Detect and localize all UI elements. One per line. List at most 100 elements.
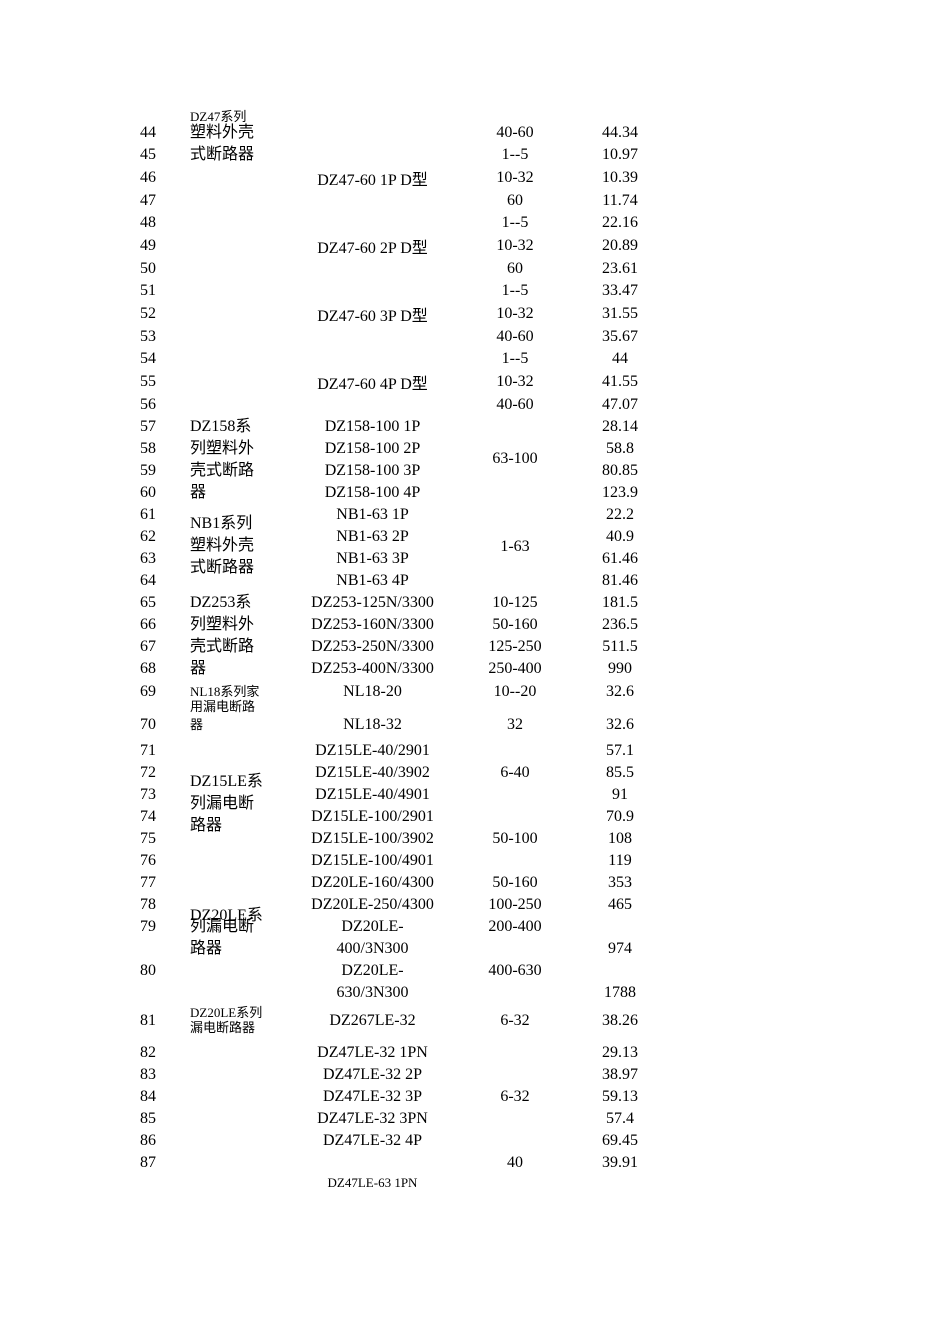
cell-price: 38.26 [575,1012,665,1030]
cell-model: DZ15LE-100/2901 [290,808,455,826]
cell-range: 6-40 [455,764,575,782]
table-row: 86 DZ47LE-32 4P 69.45 [140,1130,805,1152]
cell-category: 列塑料外 [190,439,290,460]
cell-index: 64 [140,572,190,590]
cell-price: 22.2 [575,506,665,524]
cell-price: 181.5 [575,594,665,612]
cell-category: 式断路器 [190,145,290,166]
table-row: 73 DZ15LE-40/4901 91 列漏电断 [140,784,805,806]
cell-price: 123.9 [575,484,665,502]
cell-model: DZ47LE-63 1PN [290,1175,455,1191]
cell-index: 59 [140,462,190,480]
table-row: 58 列塑料外 DZ158-100 2P 58.8 63-100 [140,438,805,460]
cell-category: 器 [190,717,290,734]
cell-range: 1--5 [455,282,575,300]
cell-price: 41.55 [575,373,665,391]
cell-price: 59.13 [575,1088,665,1106]
table-row: 80 DZ20LE- 400-630 [140,960,805,982]
cell-category: DZ20LE系列 漏电断路器 [190,1006,290,1036]
table-row: 57 DZ158系 DZ158-100 1P 28.14 [140,416,805,438]
cell-index: 78 [140,896,190,914]
cell-model: NL18-20 [290,683,455,701]
cell-index: 84 [140,1088,190,1106]
table-row: 路器 400/3N300 974 [140,938,805,960]
cell-index: 58 [140,440,190,458]
cell-index: 82 [140,1044,190,1062]
cell-index: 60 [140,484,190,502]
cell-range: 60 [455,260,575,278]
cell-price: 511.5 [575,638,665,656]
cell-price: 10.97 [575,146,665,164]
cell-range: 10-32 [455,373,575,391]
cell-index: 74 [140,808,190,826]
cell-range: 1--5 [455,146,575,164]
cell-model: DZ47LE-32 4P [290,1132,455,1150]
cell-range: 50-100 [455,830,575,848]
table-row: 54 1--5 44 [140,348,805,370]
table-row: 52 DZ47-60 3P D型 10-32 31.55 [140,302,805,326]
cell-model: NL18-32 [290,716,455,734]
cell-index: 76 [140,852,190,870]
cell-model: NB1-63 2P [290,528,455,546]
table-row: 79 列漏电断 DZ20LE- 200-400 [140,916,805,938]
table-row: 55 DZ47-60 4P D型 10-32 41.55 [140,370,805,394]
cell-index: 50 [140,260,190,278]
cell-category: 器 [190,483,290,504]
cell-price: 70.9 [575,808,665,826]
cat-line: DZ20LE系列 [190,1005,262,1020]
cell-range: 1--5 [455,214,575,232]
cell-index: 70 [140,716,190,734]
cell-price: 119 [575,852,665,870]
cell-price: 47.07 [575,396,665,414]
cell-range: 50-160 [455,874,575,892]
cell-category: 塑料外壳 [190,123,290,144]
cell-model: DZ47LE-32 2P [290,1066,455,1084]
cell-price: 35.67 [575,328,665,346]
table-row: 51 1--5 33.47 [140,280,805,302]
cell-price: 28.14 [575,418,665,436]
cell-model: DZ47LE-32 3P [290,1088,455,1106]
table-row: 71 DZ15LE-40/2901 57.1 [140,740,805,762]
table-row: 61 NB1-63 1P 22.2 NB1系列 [140,504,805,526]
cell-category: 器 [190,659,290,680]
cell-model: DZ15LE-40/2901 [290,742,455,760]
table-row: 69 NL18系列家 NL18-20 10--20 32.6 用漏电断路 [140,680,805,704]
cell-price: 44.34 [575,124,665,142]
cell-model: 400/3N300 [290,940,455,958]
cell-category: 列塑料外 [190,615,290,636]
table-row: 630/3N300 1788 [140,982,805,1004]
cell-price: 20.89 [575,237,665,255]
cell-model: DZ253-160N/3300 [290,616,455,634]
cell-price: 31.55 [575,305,665,323]
cell-index: 47 [140,192,190,210]
cell-index: 44 [140,124,190,142]
cell-price: 29.13 [575,1044,665,1062]
cell-index: 73 [140,786,190,804]
cell-price: 39.91 [575,1154,665,1172]
cell-price: 23.61 [575,260,665,278]
cell-index: 49 [140,237,190,255]
table-row: 67 壳式断路 DZ253-250N/3300 125-250 511.5 [140,636,805,658]
table-row: 66 列塑料外 DZ253-160N/3300 50-160 236.5 [140,614,805,636]
cell-range: 10-32 [455,169,575,187]
cell-index: 51 [140,282,190,300]
table-row: 74 DZ15LE-100/2901 70.9 路器 [140,806,805,828]
cell-index: 67 [140,638,190,656]
cell-index: 83 [140,1066,190,1084]
cell-model: 630/3N300 [290,984,455,1002]
cell-range: 250-400 [455,660,575,678]
cell-price: 44 [575,350,665,368]
cell-price: 974 [575,940,665,958]
cell-range: 125-250 [455,638,575,656]
cell-index: 52 [140,305,190,323]
cell-index: 72 [140,764,190,782]
cell-index: 63 [140,550,190,568]
cell-range: 1--5 [455,350,575,368]
cell-index: 69 [140,683,190,701]
cell-model: DZ47LE-32 1PN [290,1044,455,1062]
cell-index: 45 [140,146,190,164]
cell-category: DZ158系 [190,417,290,438]
cell-range: 40-60 [455,328,575,346]
cell-price: 1788 [575,984,665,1002]
cell-category: 壳式断路 [190,637,290,658]
